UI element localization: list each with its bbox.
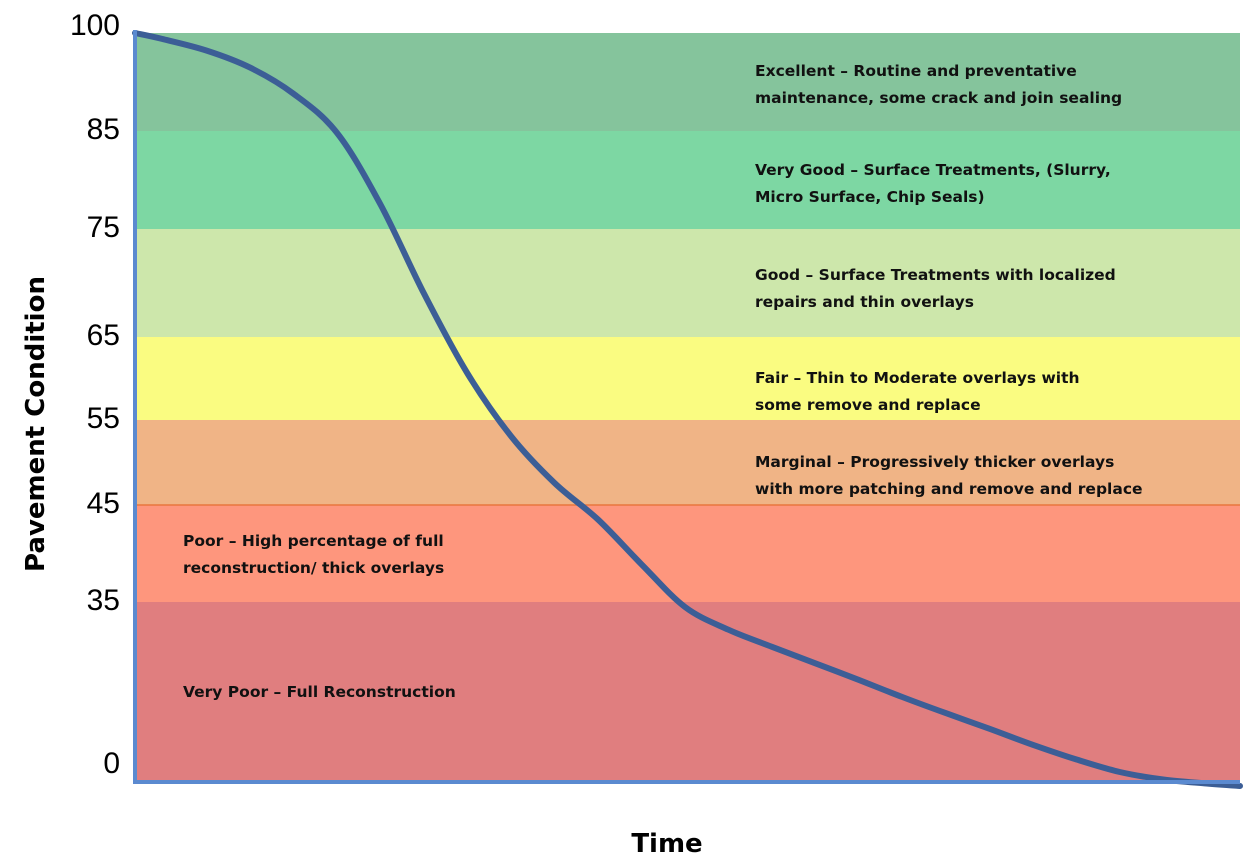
band-good (135, 229, 1240, 337)
y-tick-label-0: 0 (103, 747, 120, 780)
band-label-very-good-line-2: Micro Surface, Chip Seals) (755, 188, 985, 206)
band-label-poor-line-2: reconstruction/ thick overlays (183, 559, 444, 577)
y-tick-label-85: 85 (87, 113, 120, 146)
axes (133, 30, 1240, 784)
band-excellent (135, 33, 1240, 131)
band-label-good-line-1: Good – Surface Treatments with localized (755, 266, 1116, 284)
y-tick-label-65: 65 (87, 319, 120, 352)
band-label-marginal-line-2: with more patching and remove and replac… (755, 480, 1143, 498)
deterioration-curve-layer (132, 30, 1243, 789)
x-axis-title: Time (631, 829, 702, 858)
band-label-poor-line-1: Poor – High percentage of full (183, 532, 444, 550)
condition-bands (135, 33, 1240, 781)
band-fair (135, 337, 1240, 420)
band-label-fair-line-2: some remove and replace (755, 396, 981, 414)
y-tick-label-75: 75 (87, 211, 120, 244)
y-axis-title: Pavement Condition (21, 276, 51, 572)
band-label-good-line-2: repairs and thin overlays (755, 293, 974, 311)
band-label-excellent-line-2: maintenance, some crack and join sealing (755, 89, 1122, 107)
band-label-very-poor-line-1: Very Poor – Full Reconstruction (183, 683, 456, 701)
y-tick-label-35: 35 (87, 584, 120, 617)
band-label-marginal-line-1: Marginal – Progressively thicker overlay… (755, 453, 1114, 471)
band-poor (135, 505, 1240, 602)
y-tick-label-55: 55 (87, 402, 120, 435)
band-label-very-good-line-1: Very Good – Surface Treatments, (Slurry, (755, 161, 1111, 179)
band-very-good (135, 131, 1240, 229)
y-tick-labels: 100 85 75 65 55 45 35 0 (70, 9, 120, 780)
y-tick-label-45: 45 (87, 487, 120, 520)
deterioration-curve (132, 30, 1243, 789)
band-label-excellent-line-1: Excellent – Routine and preventative (755, 62, 1077, 80)
y-tick-label-100: 100 (70, 9, 120, 42)
band-marginal (135, 420, 1240, 505)
band-label-fair-line-1: Fair – Thin to Moderate overlays with (755, 369, 1080, 387)
band-labels: Excellent – Routine and preventative main… (183, 62, 1143, 701)
